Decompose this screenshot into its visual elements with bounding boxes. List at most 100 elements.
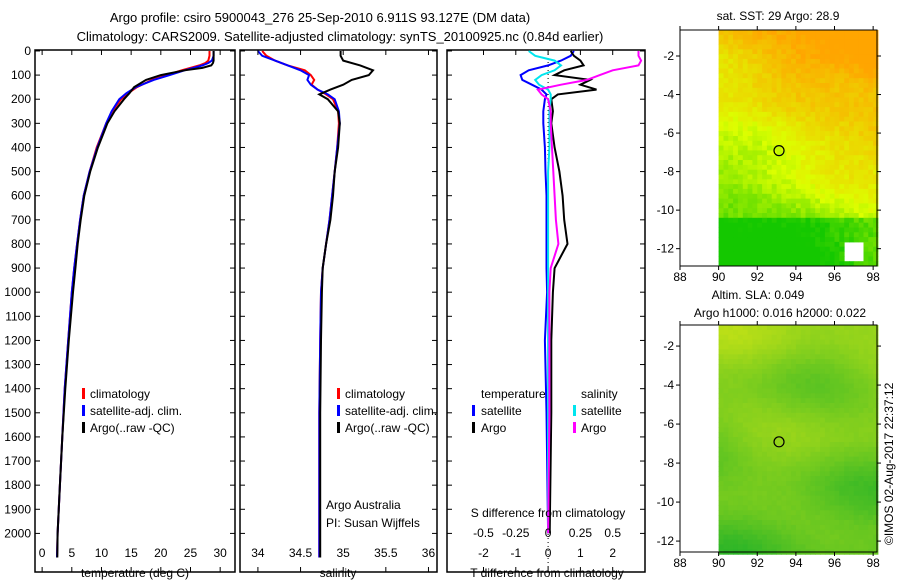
- map-cell: [752, 227, 758, 233]
- map-cell: [844, 63, 850, 69]
- map-cell: [771, 121, 777, 127]
- map-cell: [757, 339, 763, 345]
- map-cell: [771, 256, 777, 262]
- map-cell: [733, 222, 739, 228]
- map-cell: [762, 393, 768, 399]
- map-cell: [776, 476, 782, 482]
- map-cell: [829, 203, 835, 209]
- map-cell: [800, 107, 806, 113]
- map-cell: [800, 121, 806, 127]
- map-cell: [834, 227, 840, 233]
- map-cell: [800, 490, 806, 497]
- map-cell: [863, 222, 869, 228]
- map-cell: [728, 354, 734, 360]
- map-cell: [873, 398, 879, 404]
- map-cell: [834, 261, 840, 267]
- map-cell: [742, 364, 749, 370]
- map-cell: [805, 222, 811, 228]
- map-cell: [858, 198, 864, 204]
- map-cell: [752, 368, 758, 375]
- map-cell: [805, 432, 811, 438]
- map-cell: [858, 466, 864, 472]
- map-cell: [766, 515, 773, 521]
- map-cell: [844, 417, 850, 423]
- map-cell: [849, 383, 855, 389]
- x-tick-label: 0: [545, 546, 552, 560]
- map-cell: [757, 334, 763, 341]
- map-cell: [728, 237, 734, 243]
- map-cell: [795, 198, 802, 204]
- map-cell: [824, 169, 831, 175]
- map-cell: [723, 73, 729, 79]
- map-cell: [839, 63, 845, 69]
- map-cell: [873, 111, 879, 118]
- map-cell: [776, 58, 782, 65]
- map-cell: [795, 471, 802, 477]
- map-cell: [820, 131, 826, 137]
- map-cell: [757, 169, 763, 175]
- map-cell: [718, 446, 724, 453]
- map-cell: [858, 388, 864, 394]
- map-cell: [815, 529, 821, 536]
- map-cell: [766, 349, 773, 355]
- map-cell: [723, 87, 729, 94]
- map-cell: [834, 213, 840, 219]
- map-cell: [762, 107, 768, 113]
- map-cell: [868, 500, 874, 506]
- map-cell: [810, 456, 816, 462]
- map-cell: [776, 466, 782, 472]
- map-cell: [863, 325, 869, 331]
- map-cell: [820, 174, 826, 180]
- map-cell: [747, 222, 753, 228]
- map-cell: [795, 432, 802, 438]
- map-cell: [742, 490, 749, 497]
- map-cell: [762, 437, 768, 443]
- map-cell: [868, 78, 874, 84]
- map-cell: [776, 461, 782, 467]
- map-cell: [829, 160, 835, 166]
- map-cell: [733, 388, 739, 394]
- map-cell: [791, 354, 797, 360]
- map-cell: [718, 241, 724, 248]
- map-cell: [824, 97, 831, 103]
- plot-frame: [34, 49, 236, 573]
- map-cell: [800, 160, 806, 166]
- map-cell: [728, 217, 734, 224]
- map-cell: [829, 407, 835, 414]
- map-cell: [863, 349, 869, 355]
- map-cell: [718, 500, 724, 506]
- map-cell: [781, 329, 787, 336]
- map-cell: [868, 520, 874, 526]
- map-cell: [733, 456, 739, 462]
- map-cell: [810, 529, 816, 536]
- map-cell: [810, 198, 816, 204]
- map-cell: [863, 237, 869, 243]
- map-cell: [824, 217, 831, 224]
- map-cell: [766, 520, 773, 526]
- map-cell: [728, 432, 734, 438]
- map-cell: [853, 364, 860, 370]
- map-cell: [728, 73, 734, 79]
- map-cell: [771, 49, 777, 55]
- map-cell: [718, 49, 724, 55]
- map-cell: [844, 58, 850, 65]
- map-cell: [829, 476, 835, 482]
- map-cell: [781, 203, 787, 209]
- map-cell: [786, 329, 792, 336]
- map-cell: [766, 490, 773, 497]
- series-line-climatology: [261, 50, 340, 558]
- map-cell: [762, 140, 768, 147]
- map-cell: [771, 334, 777, 341]
- map-cell: [844, 407, 850, 414]
- map-cell: [844, 73, 850, 79]
- map-cell: [733, 87, 739, 94]
- map-cell: [752, 339, 758, 345]
- map-cell: [873, 203, 879, 209]
- map-cell: [834, 111, 840, 118]
- map-cell: [868, 325, 874, 331]
- argo-position-marker: [773, 436, 785, 448]
- map-cell: [757, 325, 763, 331]
- map-cell: [737, 378, 744, 384]
- map-cell: [868, 102, 874, 108]
- map-cell: [815, 334, 821, 341]
